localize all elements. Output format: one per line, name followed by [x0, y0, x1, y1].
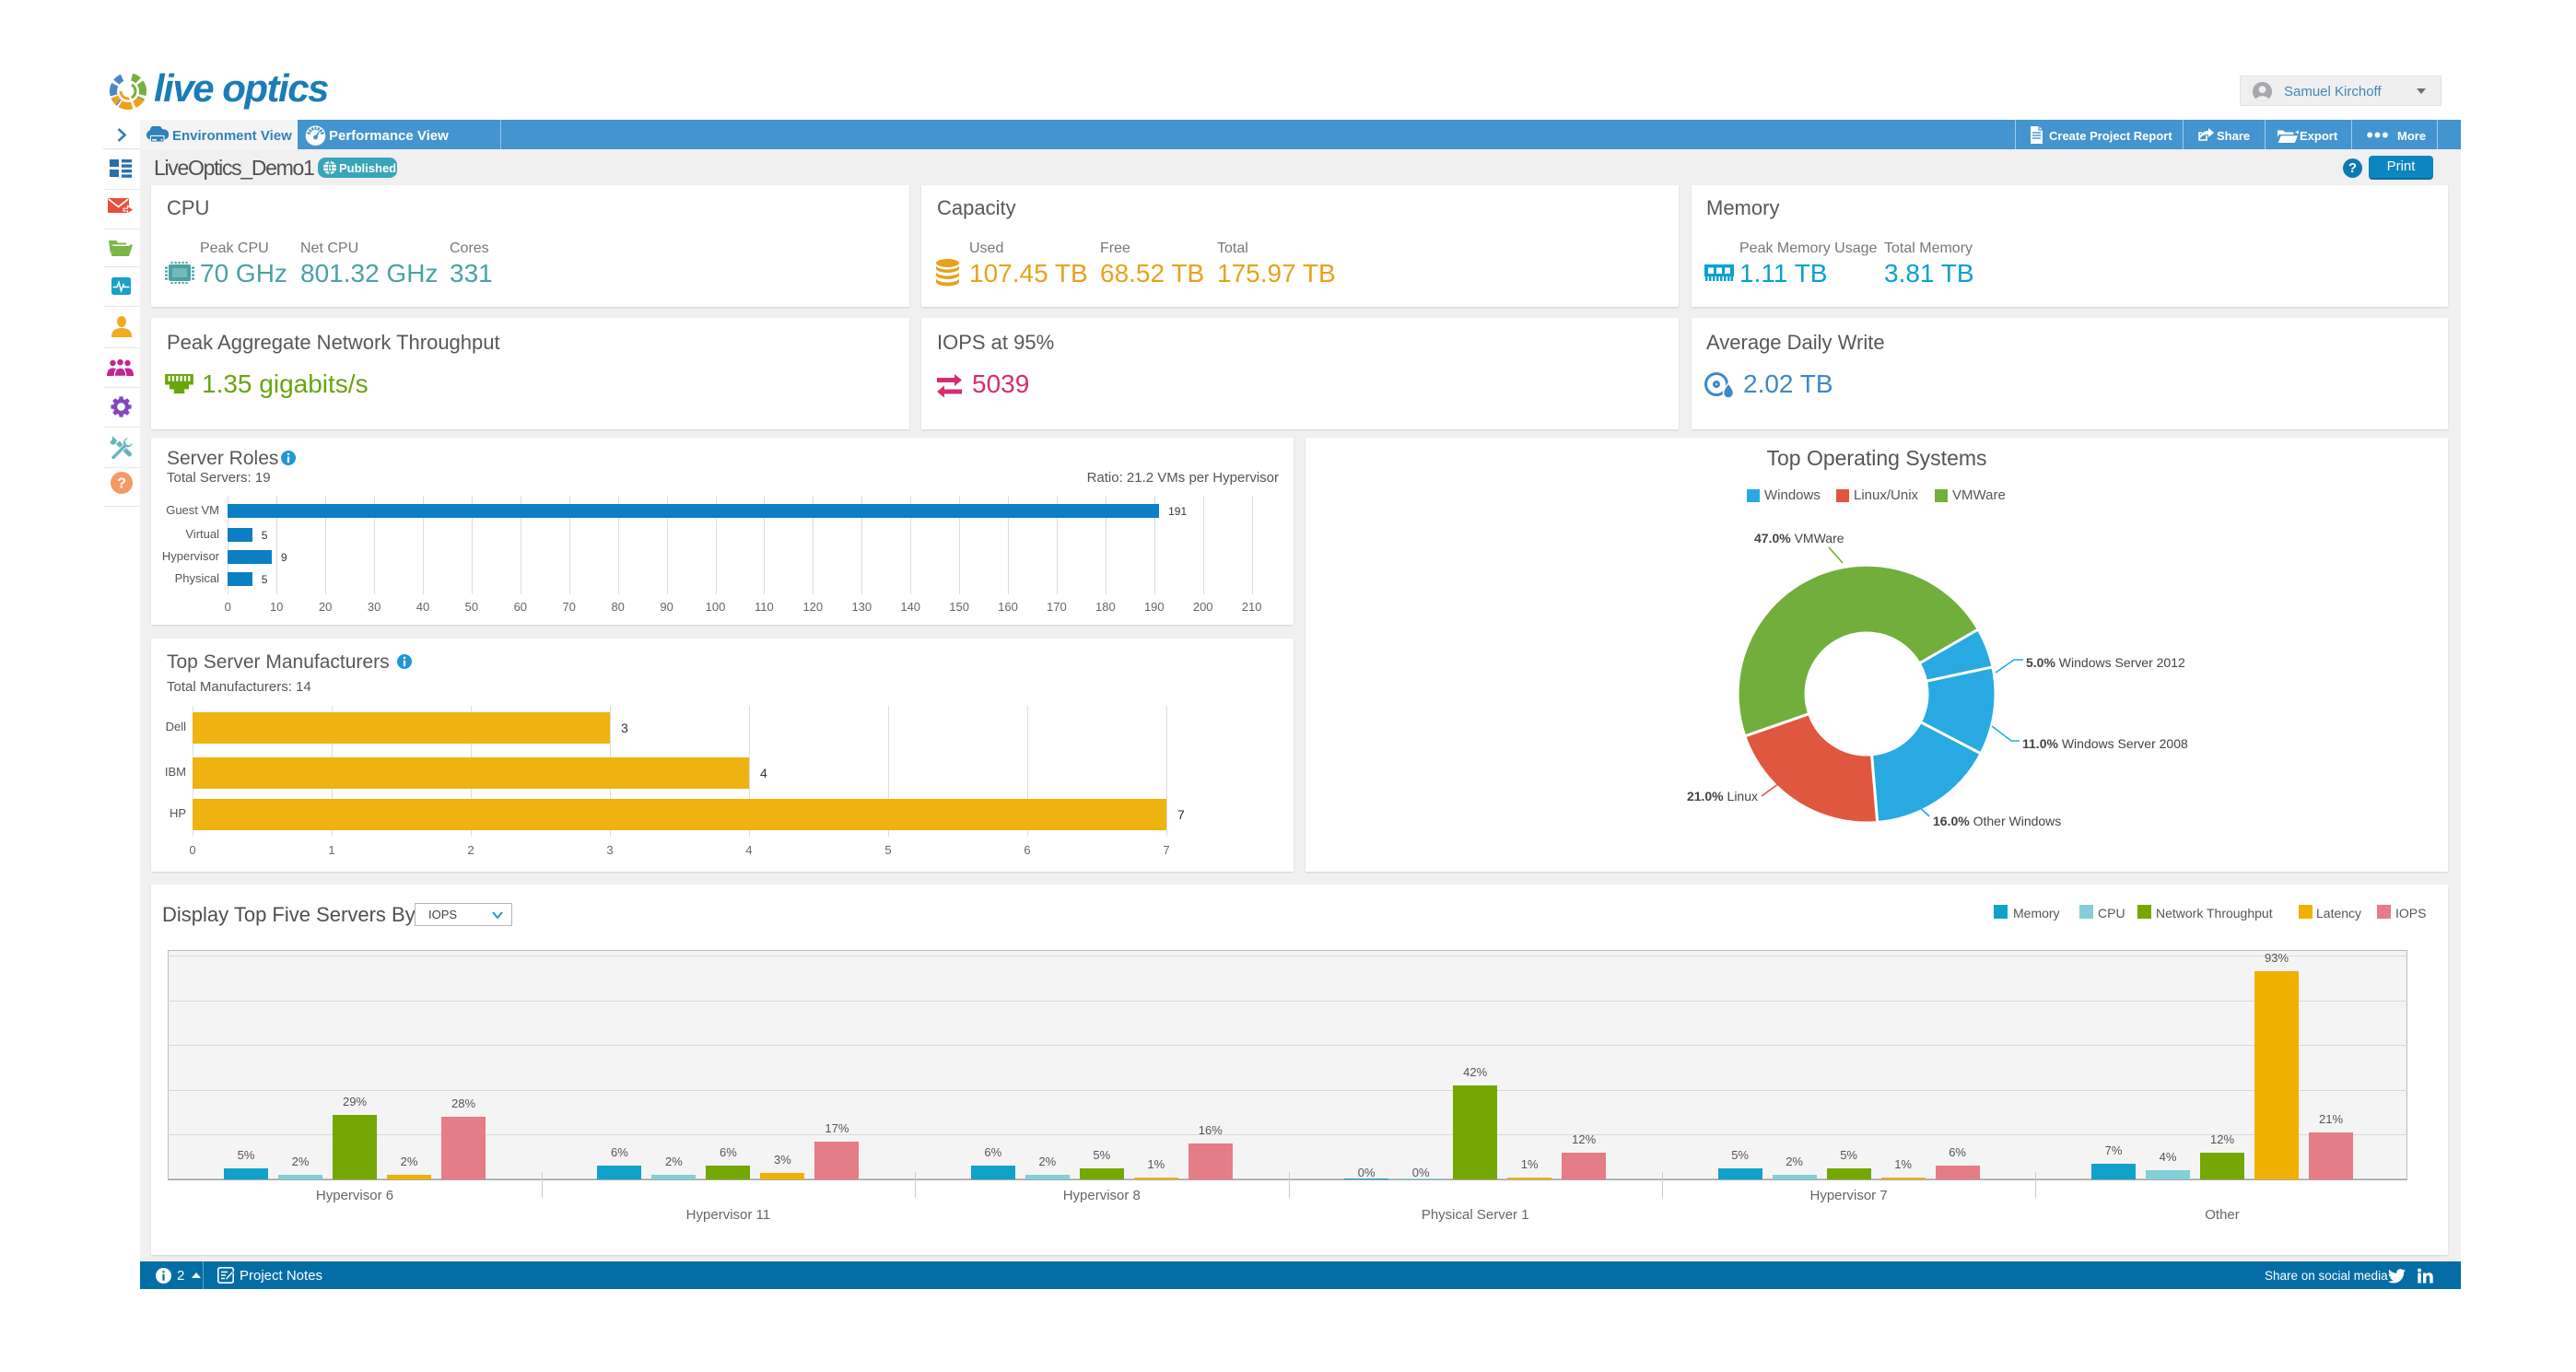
- svg-text:?: ?: [117, 476, 126, 492]
